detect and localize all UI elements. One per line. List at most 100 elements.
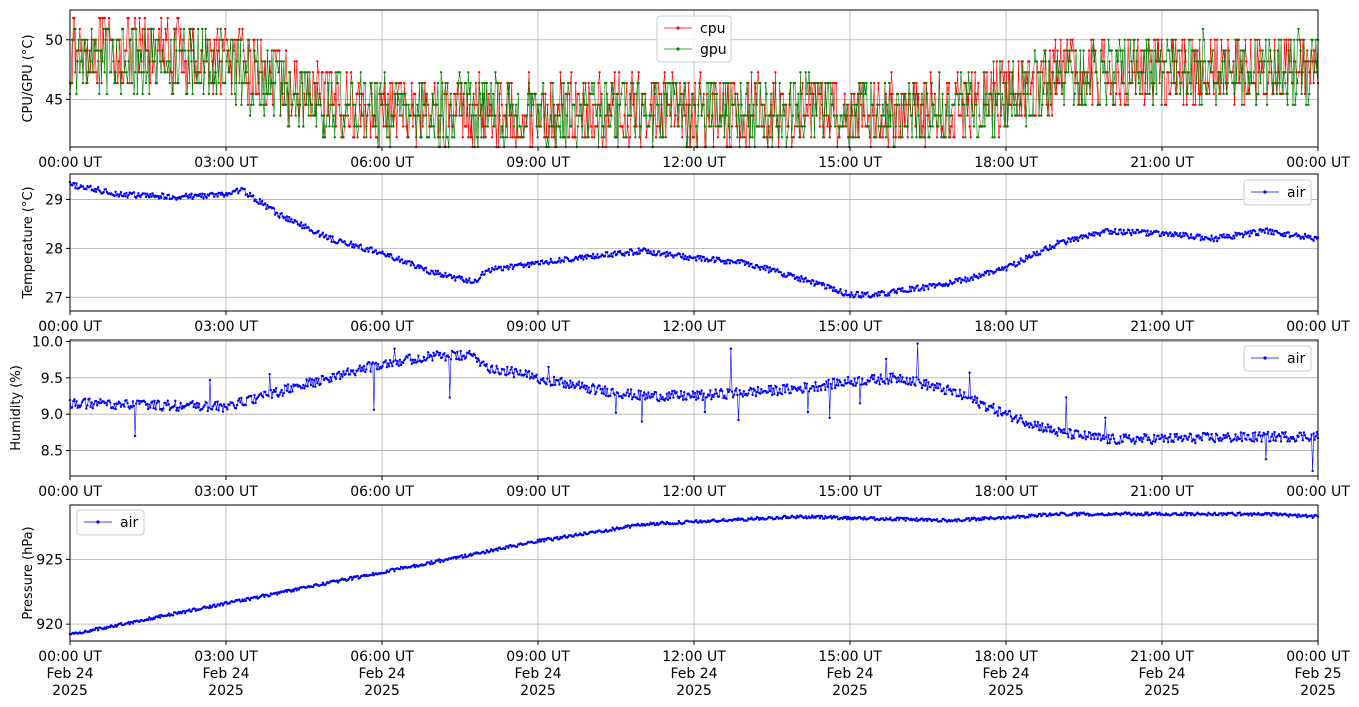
data-point [988, 273, 991, 276]
data-point [970, 103, 973, 107]
data-point [603, 385, 607, 388]
data-point [764, 269, 767, 272]
data-point [929, 125, 932, 128]
data-point [644, 398, 647, 401]
data-point [1233, 237, 1236, 240]
data-point [542, 81, 545, 85]
data-point [1305, 236, 1309, 239]
data-point [197, 402, 201, 405]
data-point [1024, 254, 1028, 257]
data-point [880, 377, 883, 381]
legend-label-cpu: cpu [700, 21, 725, 37]
data-point [825, 380, 828, 383]
data-point [882, 114, 886, 117]
data-point [468, 103, 471, 107]
data-point [839, 381, 842, 384]
data-point [1167, 234, 1170, 237]
data-point [1313, 71, 1316, 74]
data-point [1192, 103, 1195, 107]
data-point [1311, 38, 1314, 41]
data-point [298, 103, 302, 107]
data-point [307, 226, 310, 229]
data-point [830, 92, 833, 96]
data-point [712, 395, 715, 399]
data-point [190, 401, 193, 405]
data-point [878, 294, 881, 297]
data-point [1010, 114, 1014, 117]
data-point [283, 216, 287, 219]
data-point [1057, 242, 1060, 245]
data-point [415, 266, 418, 270]
data-point [1161, 230, 1165, 234]
data-point [262, 396, 265, 399]
data-point [871, 103, 875, 107]
data-point [201, 49, 204, 52]
data-point [407, 103, 410, 107]
data-point [511, 136, 514, 139]
data-point [173, 404, 176, 408]
data-point [664, 81, 667, 85]
data-point [1167, 441, 1170, 444]
data-point [385, 136, 389, 139]
data-point [645, 393, 648, 396]
data-point [667, 103, 671, 107]
y-tick-label: 9.0 [41, 407, 63, 423]
data-point [183, 194, 187, 197]
data-point [432, 125, 435, 128]
data-point [74, 186, 77, 190]
data-point [95, 404, 99, 407]
data-point [295, 220, 298, 223]
data-point [1031, 114, 1034, 117]
data-point [1184, 434, 1187, 438]
data-point [767, 125, 771, 128]
data-point [589, 254, 593, 258]
data-point [431, 269, 434, 273]
data-point [276, 593, 279, 596]
data-point [165, 197, 168, 200]
data-point [130, 406, 134, 409]
data-point [315, 125, 318, 128]
data-point [461, 103, 464, 107]
data-point [133, 71, 137, 74]
data-point [713, 81, 716, 85]
data-point [1215, 38, 1219, 41]
data-point [1133, 442, 1136, 445]
data-point [621, 396, 624, 400]
data-point [1015, 114, 1018, 117]
data-point [494, 265, 497, 268]
data-point [629, 388, 633, 391]
data-point [505, 103, 508, 107]
data-point [355, 125, 358, 128]
data-point [206, 409, 209, 413]
data-point [408, 260, 411, 263]
data-point [1253, 431, 1257, 434]
data-point [1152, 81, 1156, 85]
data-point [976, 92, 979, 96]
data-point [559, 71, 562, 74]
data-point [1033, 420, 1037, 423]
data-point [188, 193, 191, 196]
data-point [1299, 431, 1302, 434]
x-tick-label: 12:00 UT [662, 155, 726, 171]
data-point [357, 125, 360, 128]
data-point [687, 81, 690, 85]
data-point [319, 382, 322, 386]
data-point [851, 114, 854, 117]
data-point [358, 103, 361, 107]
data-point [162, 38, 165, 41]
data-point [1166, 437, 1169, 440]
data-point [1168, 436, 1171, 439]
data-point [1113, 81, 1117, 85]
data-point [1214, 103, 1218, 107]
data-point [542, 377, 545, 380]
data-point [695, 259, 698, 262]
data-point [1056, 239, 1059, 242]
data-point [1123, 435, 1127, 438]
data-point [84, 49, 87, 52]
data-point [449, 358, 453, 361]
data-point [207, 92, 211, 96]
data-point [459, 92, 462, 96]
data-point [736, 136, 739, 139]
data-point [829, 81, 832, 85]
data-point [709, 81, 712, 85]
